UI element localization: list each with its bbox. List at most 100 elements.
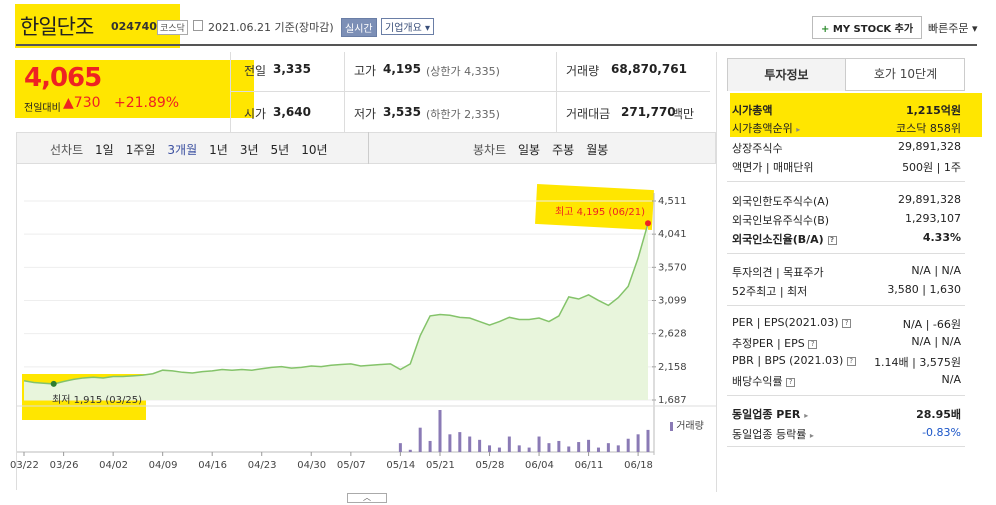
tab-orderbook[interactable]: 호가 10단계 <box>873 67 938 81</box>
change-amount: 730 <box>73 95 101 111</box>
company-overview-button[interactable]: 기업개요 ▾ <box>381 18 435 35</box>
value: N/A | -66원 <box>902 318 961 331</box>
calendar-icon <box>193 20 203 31</box>
highlight-price <box>15 60 254 118</box>
tab-1w[interactable]: 1주일 <box>125 143 156 157</box>
chevron-down-icon: ▾ <box>425 23 431 34</box>
volume-bar <box>517 445 521 452</box>
volume-bar <box>488 445 492 452</box>
x-tick-label: 05/21 <box>426 460 455 471</box>
tab-10y[interactable]: 10년 <box>301 143 328 157</box>
x-tick-label: 04/23 <box>248 460 277 471</box>
company-overview-label: 기업개요 <box>385 23 422 34</box>
tab-5y[interactable]: 5년 <box>270 143 290 157</box>
label: 동일업종 PER <box>732 408 801 421</box>
high-value: 4,195 <box>383 62 421 76</box>
x-tick-label: 04/02 <box>99 460 128 471</box>
label: PBR | BPS (2021.03) <box>732 354 844 367</box>
low-limit: (하한가 2,335) <box>426 108 500 121</box>
line-chart-label: 선차트 <box>50 143 84 157</box>
volume-bar <box>497 447 501 452</box>
max-label: 최고 4,195 (06/21) <box>555 207 646 218</box>
divider <box>727 181 965 182</box>
volume-bar <box>418 427 422 452</box>
mystock-button[interactable]: + MY STOCK 추가 <box>812 16 923 39</box>
divider <box>556 52 557 132</box>
tab-weekly[interactable]: 주봉 <box>552 143 575 157</box>
value: 29,891,328 <box>898 193 961 206</box>
min-label: 최저 1,915 (03/25) <box>52 395 143 406</box>
help-icon[interactable]: ? <box>846 356 856 366</box>
row-market-cap-rank[interactable]: 시가총액순위 ▸ 코스닥 858위 <box>732 120 961 136</box>
header-divider <box>16 44 977 46</box>
label: 투자의견 | 목표주가 <box>732 266 824 279</box>
x-tick-label: 03/26 <box>50 460 79 471</box>
candle-chart-label: 봉차트 <box>473 143 507 157</box>
label: 외국인소진율(B/A) <box>732 233 824 246</box>
x-tick-label: 04/16 <box>198 460 227 471</box>
row-52week: 52주최고 | 최저 3,580 | 1,630 <box>732 283 961 299</box>
value: N/A | N/A <box>911 335 961 348</box>
volume-legend-swatch <box>670 421 673 431</box>
chevron-up-icon: ︿ <box>363 493 371 502</box>
divider <box>727 446 965 447</box>
y-tick-label: 2,628 <box>658 329 687 340</box>
row-dividend: 배당수익률 ? N/A <box>732 373 961 389</box>
y-tick-label: 3,570 <box>658 262 687 273</box>
tab-3m[interactable]: 3개월 <box>167 143 198 157</box>
x-tick-label: 06/18 <box>624 460 653 471</box>
y-tick-label: 2,158 <box>658 362 687 373</box>
volume-bar <box>408 449 412 452</box>
value: 1,293,107 <box>905 212 961 225</box>
row-listed-shares: 상장주식수 29,891,328 <box>732 140 961 156</box>
volume-bar <box>458 432 462 452</box>
help-icon[interactable]: ? <box>786 377 796 387</box>
label: PER | EPS(2021.03) <box>732 316 839 329</box>
y-tick-label: 4,041 <box>658 229 687 240</box>
tab-invest-info[interactable]: 투자정보 <box>727 58 846 91</box>
label: 동일업종 등락률 <box>732 428 807 441</box>
tab-1y[interactable]: 1년 <box>209 143 228 157</box>
divider <box>368 132 369 164</box>
row-industry-per[interactable]: 동일업종 PER ▸ 28.95배 <box>732 406 961 422</box>
tab-3y[interactable]: 3년 <box>239 143 259 157</box>
divider <box>727 305 965 306</box>
value: 1,215억원 <box>905 104 961 117</box>
volume-value: 68,870,761 <box>611 62 687 76</box>
x-tick-label: 04/30 <box>297 460 326 471</box>
volume-bar <box>636 434 640 452</box>
value: 코스닥 858위 <box>896 122 961 135</box>
collapse-toggle[interactable]: ︿ <box>347 493 387 503</box>
low-label: 저가 <box>354 107 377 121</box>
y-tick-label: 4,511 <box>658 196 687 207</box>
quick-order-button[interactable]: 빠른주문 ▾ <box>928 20 978 36</box>
label: 배당수익률 <box>732 375 783 388</box>
label: 추정PER | EPS <box>732 337 805 350</box>
volume-bar <box>507 436 511 452</box>
max-point <box>645 220 651 227</box>
label: 외국인보유주식수(B) <box>732 214 830 227</box>
value: N/A | N/A <box>911 264 961 277</box>
tab-monthly[interactable]: 월봉 <box>586 143 609 157</box>
realtime-badge[interactable]: 실시간 <box>341 18 377 37</box>
value: 4.33% <box>922 231 961 244</box>
low-value: 3,535 <box>383 105 421 119</box>
volume-bar <box>616 445 620 452</box>
row-market-cap: 시가총액 1,215억원 <box>732 102 961 118</box>
help-icon[interactable]: ? <box>827 235 837 245</box>
volume-bar <box>567 446 571 452</box>
change-value: ▲730 <box>63 95 101 111</box>
divider <box>230 52 231 132</box>
market-badge: 코스닥 <box>157 20 188 35</box>
value: N/A <box>941 373 961 386</box>
label: 액면가 | 매매단위 <box>732 161 814 174</box>
price-area <box>24 223 648 400</box>
row-industry-rate[interactable]: 동일업종 등락률 ▸ -0.83% <box>732 426 961 442</box>
help-icon[interactable]: ? <box>842 318 852 328</box>
tab-1d[interactable]: 1일 <box>95 143 114 157</box>
change-pct: +21.89% <box>114 95 180 111</box>
tab-daily[interactable]: 일봉 <box>518 143 541 157</box>
row-pbr: PBR | BPS (2021.03) ? 1.14배 | 3,575원 <box>732 354 961 369</box>
help-icon[interactable]: ? <box>808 339 818 349</box>
row-foreign-owned: 외국인보유주식수(B) 1,293,107 <box>732 212 961 228</box>
